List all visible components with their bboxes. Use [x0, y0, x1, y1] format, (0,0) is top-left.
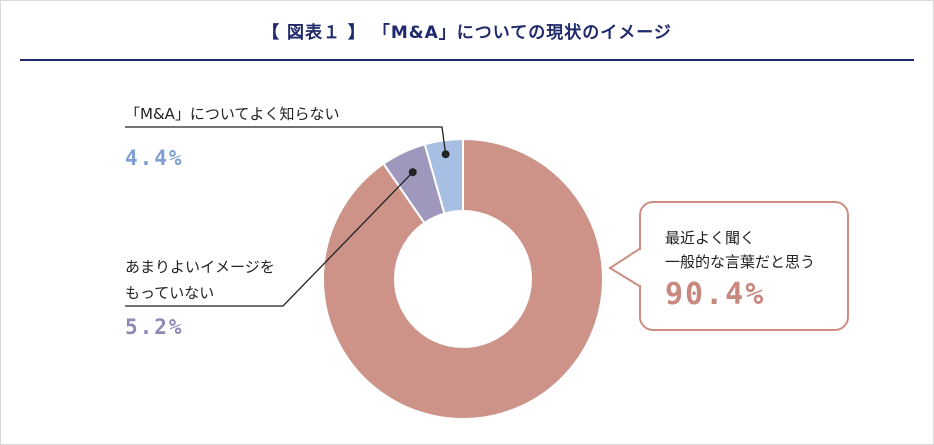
chart-title: 【 図表１ 】 「M&A」についての現状のイメージ — [262, 23, 672, 43]
label-negative-line1: あまりよいイメージを — [125, 258, 275, 276]
label-common-line2: 一般的な言葉だと思う — [665, 253, 816, 271]
pct-common: 90.4% — [665, 277, 766, 312]
pct-negative: 5.2% — [125, 315, 184, 339]
title-divider — [20, 59, 914, 61]
label-negative-line2: もっていない — [125, 284, 215, 302]
leader-negative-dot — [408, 168, 417, 177]
pct-unknown: 4.4% — [125, 146, 184, 170]
slice-unknown — [423, 137, 464, 215]
leader-unknown — [125, 126, 447, 155]
leader-negative — [125, 171, 414, 307]
label-unknown: 「M&A」についてよく知らない — [125, 105, 340, 123]
callout-tail-join — [639, 250, 642, 285]
callout-common: 最近よく聞く 一般的な言葉だと思う 90.4% — [639, 201, 849, 331]
leader-unknown-dot — [441, 150, 450, 159]
leader-lines — [125, 126, 450, 307]
label-common-line1: 最近よく聞く — [665, 229, 756, 247]
slice-common — [322, 137, 604, 420]
donut-slices — [322, 137, 604, 420]
